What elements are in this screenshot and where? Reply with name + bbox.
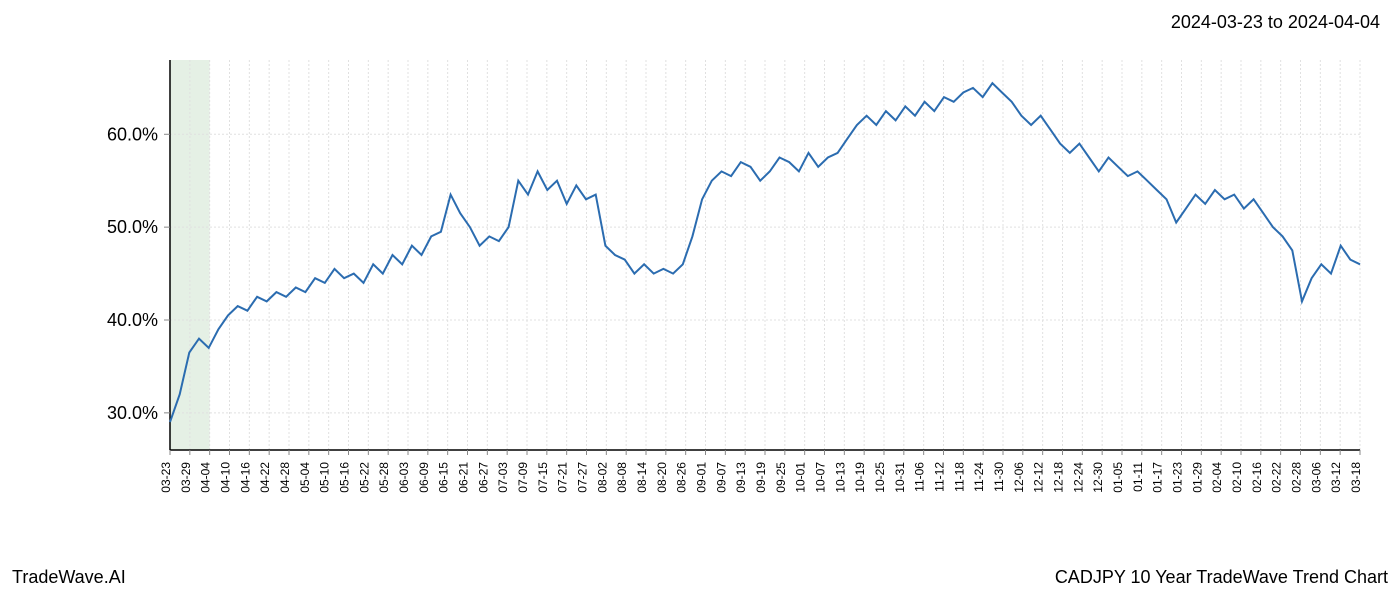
x-tick-label: 09-07 [714, 462, 728, 493]
x-tick-label: 11-30 [992, 462, 1006, 492]
x-tick-label: 03-06 [1309, 462, 1323, 493]
x-tick-label: 06-27 [476, 462, 490, 493]
y-tick-label: 50.0% [107, 217, 158, 237]
x-tick-label: 04-04 [199, 462, 213, 493]
x-tick-label: 02-22 [1270, 462, 1284, 493]
x-tick-label: 12-24 [1071, 462, 1085, 493]
x-tick-label: 07-09 [516, 462, 530, 493]
trend-chart: 30.0% 40.0% 50.0% 60.0% 03-23 03-29 04-04 04-10… [60, 50, 1380, 540]
x-tick-label: 06-21 [457, 462, 471, 493]
x-tick-label: 11-24 [972, 462, 986, 492]
chart-container: 30.0% 40.0% 50.0% 60.0% 03-23 03-29 04-04 04-10… [60, 50, 1380, 540]
x-tick-label: 03-18 [1349, 462, 1363, 493]
y-tick-label: 40.0% [107, 310, 158, 330]
x-tick-label: 04-28 [278, 462, 292, 493]
x-tick-label: 07-27 [576, 462, 590, 493]
x-tick-label: 07-15 [536, 462, 550, 493]
x-tick-label: 10-25 [873, 462, 887, 493]
x-tick-label: 03-23 [159, 462, 173, 493]
x-tick-label: 10-13 [833, 462, 847, 493]
x-tick-label: 10-19 [853, 462, 867, 493]
x-tick-label: 11-18 [952, 462, 966, 492]
x-tick-label: 01-29 [1190, 462, 1204, 493]
x-tick-label: 09-01 [695, 462, 709, 493]
x-tick-label: 09-25 [774, 462, 788, 493]
x-tick-label: 12-06 [1012, 462, 1026, 493]
x-tick-label: 05-10 [318, 462, 332, 493]
x-tick-label: 01-05 [1111, 462, 1125, 493]
y-tick-label: 60.0% [107, 124, 158, 144]
x-tick-label: 04-10 [219, 462, 233, 493]
x-tick-label: 12-12 [1032, 462, 1046, 493]
x-tick-label: 02-10 [1230, 462, 1244, 493]
x-tick-label: 08-26 [675, 462, 689, 493]
x-tick-label: 01-11 [1131, 462, 1145, 492]
x-tick-label: 09-19 [754, 462, 768, 493]
x-tick-label: 06-09 [417, 462, 431, 493]
x-tick-label: 06-03 [397, 462, 411, 493]
x-tick-label: 10-01 [794, 462, 808, 493]
x-tick-label: 07-21 [556, 462, 570, 493]
x-tick-label: 08-20 [655, 462, 669, 493]
x-tick-label: 05-28 [377, 462, 391, 493]
x-tick-label: 01-17 [1151, 462, 1165, 493]
y-tick-label: 30.0% [107, 403, 158, 423]
x-tick-label: 03-12 [1329, 462, 1343, 493]
x-tick-label: 02-16 [1250, 462, 1264, 493]
x-tick-label: 07-03 [496, 462, 510, 493]
x-tick-label: 12-30 [1091, 462, 1105, 493]
x-tick-label: 01-23 [1171, 462, 1185, 493]
highlight-band [170, 60, 210, 450]
x-tick-label: 09-13 [734, 462, 748, 493]
x-tick-label: 10-07 [814, 462, 828, 493]
x-tick-label: 05-16 [338, 462, 352, 493]
x-tick-label: 11-12 [933, 462, 947, 492]
x-tick-label: 04-16 [238, 462, 252, 493]
x-tick-label: 08-14 [635, 462, 649, 493]
x-tick-label: 12-18 [1052, 462, 1066, 493]
chart-title-footer: CADJPY 10 Year TradeWave Trend Chart [1055, 567, 1388, 588]
x-tick-label: 03-29 [179, 462, 193, 493]
x-tick-label: 08-08 [615, 462, 629, 493]
x-tick-label: 11-06 [913, 462, 927, 492]
x-tick-label: 04-22 [258, 462, 272, 493]
date-range-header: 2024-03-23 to 2024-04-04 [1171, 12, 1380, 33]
x-tick-label: 08-02 [595, 462, 609, 493]
x-tick-label: 02-28 [1290, 462, 1304, 493]
x-tick-label: 05-04 [298, 462, 312, 493]
x-tick-label: 06-15 [437, 462, 451, 493]
x-tick-label: 05-22 [357, 462, 371, 493]
x-tick-label: 10-31 [893, 462, 907, 493]
x-tick-label: 02-04 [1210, 462, 1224, 493]
brand-footer: TradeWave.AI [12, 567, 126, 588]
